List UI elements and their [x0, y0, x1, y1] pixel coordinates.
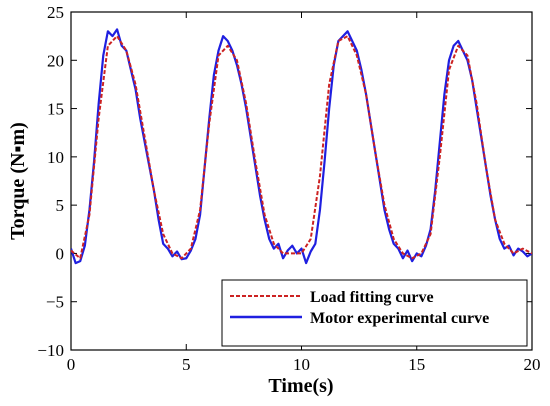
x-axis-label: Time(s) [268, 375, 333, 397]
tick-labels: 0 5 10 15 20 −10 −5 0 5 10 15 20 25 [37, 3, 540, 374]
x-tick-label: 15 [408, 355, 425, 374]
y-tick-label: 0 [56, 244, 65, 263]
y-tick-label: 20 [47, 51, 64, 70]
x-tick-label: 10 [293, 355, 310, 374]
legend-label-motor-experimental: Motor experimental curve [310, 310, 489, 327]
y-tick-label: 25 [47, 3, 64, 22]
series-line-load-fitting [71, 35, 532, 260]
x-tick-label: 0 [67, 355, 76, 374]
x-tick-label: 5 [182, 355, 191, 374]
y-tick-label: −5 [46, 293, 64, 312]
legend-label-load-fitting: Load fitting curve [310, 289, 434, 306]
y-tick-label: −10 [37, 341, 64, 360]
y-tick-label: 10 [47, 148, 64, 167]
y-tick-label: 15 [47, 100, 64, 119]
legend: Load fitting curve Motor experimental cu… [221, 279, 528, 347]
legend-box [221, 279, 528, 347]
x-tick-label: 20 [524, 355, 541, 374]
series-group [71, 28, 532, 265]
y-tick-label: 5 [56, 196, 65, 215]
y-axis-label: Torque (N▪m) [7, 122, 29, 240]
